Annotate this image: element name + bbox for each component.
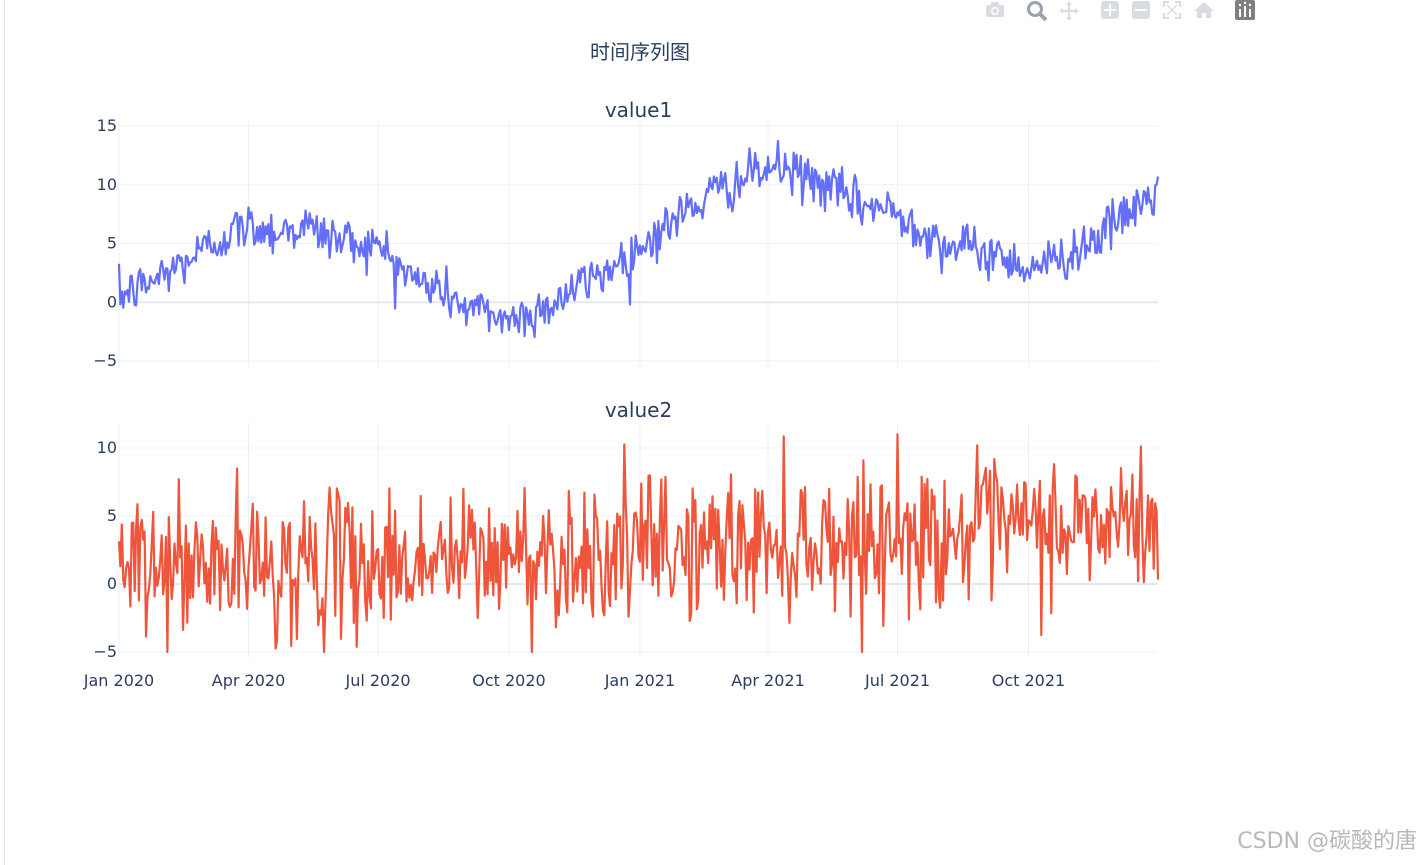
x-tick-label: Jan 2020 xyxy=(83,671,154,690)
figure-title: 时间序列图 xyxy=(590,40,690,64)
y-tick-label: −5 xyxy=(93,351,117,370)
y-tick-label: −5 xyxy=(93,642,117,661)
series-line xyxy=(117,139,1160,339)
x-tick-label: Oct 2021 xyxy=(992,671,1065,690)
y-tick-label: 0 xyxy=(107,292,117,311)
autoscale-icon[interactable] xyxy=(1162,0,1182,20)
y-tick-label: 5 xyxy=(107,234,117,253)
y-tick-label: 15 xyxy=(97,116,117,135)
subplot-title: value2 xyxy=(605,398,672,422)
x-tick-label: Jan 2021 xyxy=(604,671,675,690)
x-tick-label: Oct 2020 xyxy=(472,671,545,690)
y-tick-label: 5 xyxy=(107,506,117,525)
plotly-logo-icon[interactable] xyxy=(1235,0,1255,20)
y-tick-label: 10 xyxy=(97,175,117,194)
y-tick-label: 10 xyxy=(97,438,117,457)
x-tick-label: Apr 2020 xyxy=(212,671,285,690)
subplot-title: value1 xyxy=(605,98,672,122)
camera-icon[interactable] xyxy=(984,0,1006,20)
x-tick-label: Jul 2021 xyxy=(864,671,930,690)
left-border xyxy=(4,0,5,865)
x-tick-label: Jul 2020 xyxy=(344,671,410,690)
pan-icon[interactable] xyxy=(1058,0,1080,22)
home-icon[interactable] xyxy=(1193,0,1215,20)
x-tick-label: Apr 2021 xyxy=(731,671,804,690)
zoom-out-icon[interactable] xyxy=(1131,0,1151,20)
zoom-icon[interactable] xyxy=(1026,0,1048,22)
modebar xyxy=(980,0,1260,22)
y-tick-label: 0 xyxy=(107,574,117,593)
series-line xyxy=(117,433,1160,654)
watermark: CSDN @碳酸的唐 xyxy=(1237,829,1417,854)
zoom-in-icon[interactable] xyxy=(1100,0,1120,20)
